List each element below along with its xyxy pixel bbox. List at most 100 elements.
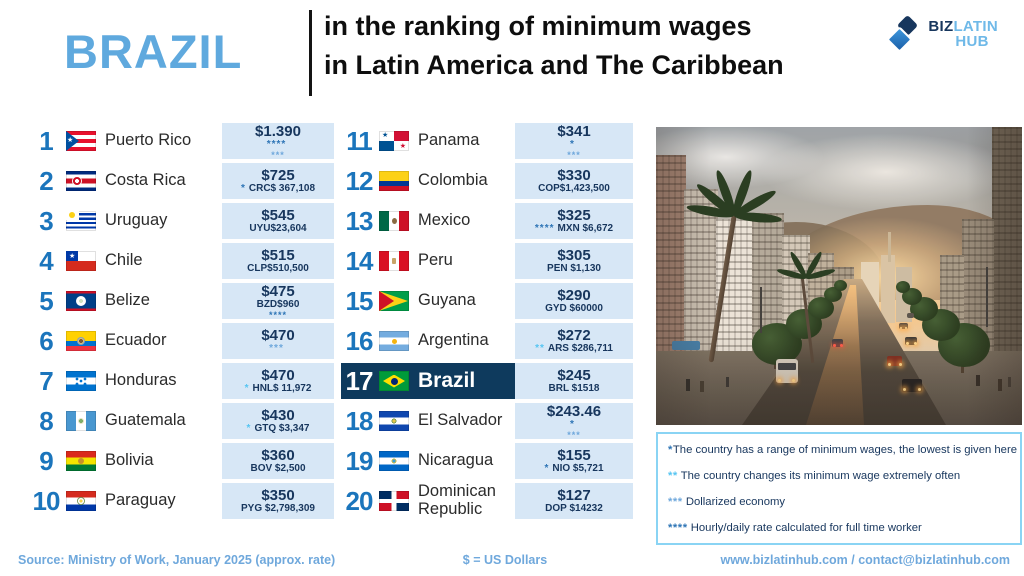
footnote-stars: * <box>544 463 550 475</box>
ranking-row: 2 Costa Rica $725 * CRC$ 367,108 <box>28 161 334 201</box>
wage-usd: $515 <box>261 247 295 265</box>
wage-local-line: BOV $2,500 <box>250 464 305 475</box>
country-name: Peru <box>418 251 453 270</box>
country-name: Uruguay <box>105 211 168 230</box>
rank-number: 6 <box>39 325 53 356</box>
wage-local: CLP$510,500 <box>247 263 309 275</box>
ranking-row: 1 Puerto Rico $1.390 **** *** <box>28 121 334 161</box>
car <box>905 337 917 345</box>
far-building <box>881 255 895 323</box>
rank-number: 8 <box>39 405 53 436</box>
usd-note: $ = US Dollars <box>462 553 548 567</box>
wage-value-box: $470 *** <box>222 323 334 359</box>
flag-guatemala-icon <box>66 411 96 431</box>
flag-puerto-rico-icon <box>66 131 96 151</box>
footnote-stars: * <box>240 183 246 195</box>
wage-local-line: BRL $1518 <box>549 384 600 395</box>
country-name: El Salvador <box>418 411 503 430</box>
headlight <box>792 379 795 382</box>
footnote-stars: *** <box>668 496 683 508</box>
wage-local-line: CLP$510,500 <box>247 264 309 275</box>
pedestrian <box>726 377 729 387</box>
legend-item: *** Dollarized economy <box>668 496 1010 508</box>
country-label: 18 El Salvador <box>341 403 515 439</box>
wage-value-box: $325 **** MXN $6,672 <box>515 203 633 239</box>
country-name: Brazil <box>418 368 476 392</box>
ranking-row: 20 Dominican Republic $127 DOP $14232 <box>341 481 633 521</box>
car <box>887 356 902 366</box>
ranking-row: 15 Guyana $290 GYD $60000 <box>341 281 633 321</box>
flag-argentina-icon <box>379 331 409 351</box>
footnote-stars: **** <box>266 139 287 151</box>
country-name: Dominican Republic <box>418 482 496 518</box>
footnote-stars: ** <box>535 343 545 355</box>
ranking-column-1-10: 1 Puerto Rico $1.390 **** *** 2 Costa Ri… <box>28 121 334 521</box>
flag-costa-rica-icon <box>66 171 96 191</box>
wage-local-line: GYD $60000 <box>545 304 603 315</box>
rank-number: 13 <box>345 205 374 236</box>
car <box>902 379 922 392</box>
wage-local-line: * <box>570 139 578 151</box>
flag-panama-icon <box>379 131 409 151</box>
footnote-stars: *** <box>269 343 284 355</box>
country-name: Argentina <box>418 331 489 350</box>
ranking-row: 4 Chile $515 CLP$510,500 <box>28 241 334 281</box>
ranking-row: 11 Panama $341 * *** <box>341 121 633 161</box>
page-title-line2: in Latin America and The Caribbean <box>324 50 784 81</box>
flag-mexico-icon <box>379 211 409 231</box>
wage-usd: $360 <box>261 447 295 465</box>
flag-dominican-republic-icon <box>379 491 409 511</box>
flag-brazil-icon <box>379 371 409 391</box>
wage-usd: $243.46 <box>546 402 602 420</box>
wage-usd: $127 <box>557 487 591 505</box>
country-label: 13 Mexico <box>341 203 515 239</box>
flag-belize-icon <box>66 291 96 311</box>
website-contact-link[interactable]: www.bizlatinhub.com / contact@bizlatinhu… <box>720 553 1010 567</box>
ranking-row: 7 Honduras $470 * HNL$ 11,972 <box>28 361 334 401</box>
wage-local-line: * CRC$ 367,108 <box>241 184 315 195</box>
wage-value-box: $1.390 **** *** <box>222 123 334 159</box>
taillight <box>840 344 843 347</box>
wage-local-line: * <box>570 419 578 431</box>
wage-usd: $470 <box>261 367 295 385</box>
footnote-stars: ** <box>668 470 678 482</box>
wage-local-line: BZD$960 <box>257 299 300 311</box>
wage-value-box: $475 BZD$960 **** <box>222 283 334 319</box>
pedestrian <box>998 379 1002 391</box>
street-tree <box>834 280 847 291</box>
wage-usd: $155 <box>557 447 591 465</box>
ranking-row: 10 Paraguay $350 PYG $2,798,309 <box>28 481 334 521</box>
ranking-row: 19 Nicaragua $155 * NIO $5,721 <box>341 441 633 481</box>
wage-usd: $430 <box>261 407 295 425</box>
ranking-row: 12 Colombia $330 COP$1,423,500 <box>341 161 633 201</box>
headlight <box>888 363 891 366</box>
flag-paraguay-icon <box>66 491 96 511</box>
country-label: 5 Belize <box>28 283 222 319</box>
building <box>656 155 686 355</box>
headlight <box>905 327 907 329</box>
wage-usd: $341 <box>557 122 591 140</box>
wage-local-line: * HNL$ 11,972 <box>245 384 312 395</box>
street-tree <box>902 288 922 305</box>
car <box>832 339 843 347</box>
street-tree <box>824 287 842 302</box>
flag-peru-icon <box>379 251 409 271</box>
rank-number: 7 <box>39 365 53 396</box>
page-title-country: BRAZIL <box>64 25 243 78</box>
legend-item: **** Hourly/daily rate calculated for fu… <box>668 522 1010 534</box>
wage-value-box: $545 UYU$23,604 <box>222 203 334 239</box>
wage-local-line: PEN $1,130 <box>547 264 601 275</box>
country-label: 16 Argentina <box>341 323 515 359</box>
country-label: 12 Colombia <box>341 163 515 199</box>
country-name: Costa Rica <box>105 171 186 190</box>
country-label: 11 Panama <box>341 123 515 159</box>
pedestrian <box>686 379 690 391</box>
flag-honduras-icon <box>66 371 96 391</box>
wage-value-box: $350 PYG $2,798,309 <box>222 483 334 519</box>
wage-local: CRC$ 367,108 <box>248 183 316 195</box>
wage-value-box: $272 ** ARS $286,711 <box>515 323 633 359</box>
wage-value-box: $330 COP$1,423,500 <box>515 163 633 199</box>
country-name: Panama <box>418 131 480 150</box>
ranking-row: 17 Brazil $245 BRL $1518 <box>341 361 633 401</box>
country-label: 17 Brazil <box>341 363 515 399</box>
